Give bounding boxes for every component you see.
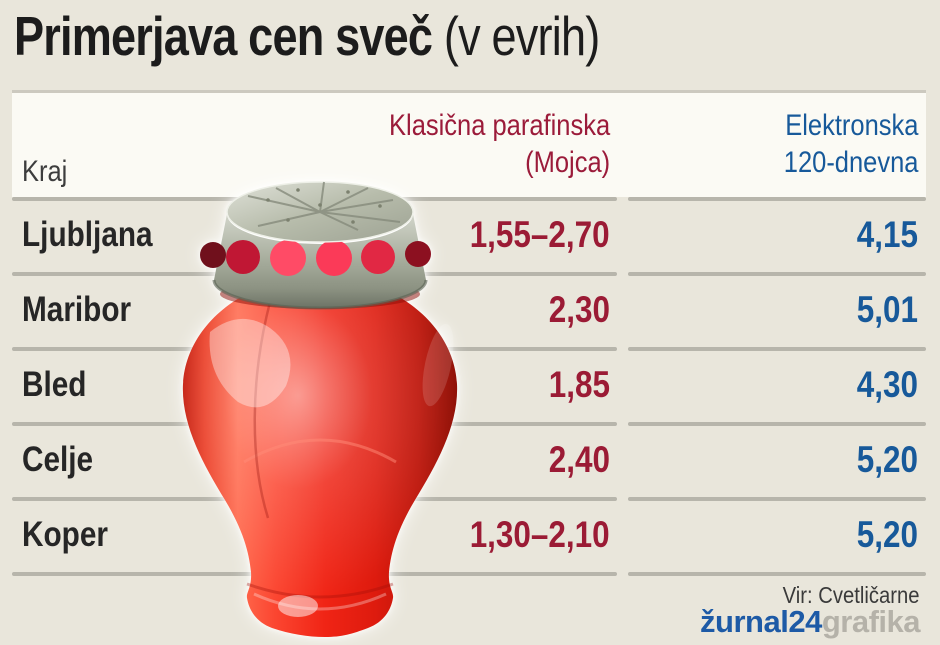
table-row: Celje 2,40 5,20 [0, 422, 940, 497]
row-divider [628, 572, 926, 576]
city-label: Koper [22, 514, 108, 554]
column-header-city: Kraj [22, 155, 68, 188]
city-label: Celje [22, 439, 94, 479]
page-title-suffix: (v evrih) [443, 5, 600, 67]
table-row: Koper 1,30–2,10 5,20 [0, 497, 940, 572]
classic-price: 1,30–2,10 [470, 513, 610, 555]
electronic-price: 5,20 [856, 513, 918, 555]
publisher-logo: žurnal24grafika [700, 604, 920, 640]
table-row: Bled 1,85 4,30 [0, 347, 940, 422]
row-divider [628, 497, 926, 501]
row-divider [628, 272, 926, 276]
candle-image [182, 181, 458, 637]
logo-primary: žurnal24 [700, 604, 822, 639]
city-label: Bled [22, 364, 87, 404]
classic-price: 1,85 [548, 363, 610, 405]
electronic-price: 4,15 [856, 213, 918, 255]
electronic-price: 5,20 [856, 438, 918, 480]
column-header-classic-line1: Klasična parafinska [388, 109, 610, 142]
electronic-price: 4,30 [856, 363, 918, 405]
row-divider [628, 347, 926, 351]
city-label: Ljubljana [22, 214, 153, 254]
column-header-electronic-line2: 120-dnevna [783, 146, 918, 179]
column-header-classic: Klasična parafinska (Mojca) [389, 107, 610, 181]
table-header: Kraj Klasična parafinska (Mojca) Elektro… [12, 90, 926, 197]
column-header-electronic-line1: Elektronska [784, 109, 918, 142]
page-title: Primerjava cen sveč (v evrih) [14, 4, 600, 68]
row-divider [628, 197, 926, 201]
page-title-main: Primerjava cen sveč [14, 5, 433, 67]
column-header-classic-line2: (Mojca) [524, 146, 610, 179]
classic-price: 2,40 [548, 438, 610, 480]
source-note: Vir: Cvetličarne [783, 582, 920, 608]
logo-secondary: grafika [821, 604, 921, 639]
classic-price: 1,55–2,70 [470, 213, 610, 255]
column-header-electronic: Elektronska 120-dnevna [783, 107, 918, 181]
classic-price: 2,30 [548, 288, 610, 330]
city-label: Maribor [22, 289, 132, 329]
row-divider [628, 422, 926, 426]
table-row: Ljubljana 1,55–2,70 4,15 [0, 197, 940, 272]
electronic-price: 5,01 [856, 288, 918, 330]
table-row: Maribor 2,30 5,01 [0, 272, 940, 347]
